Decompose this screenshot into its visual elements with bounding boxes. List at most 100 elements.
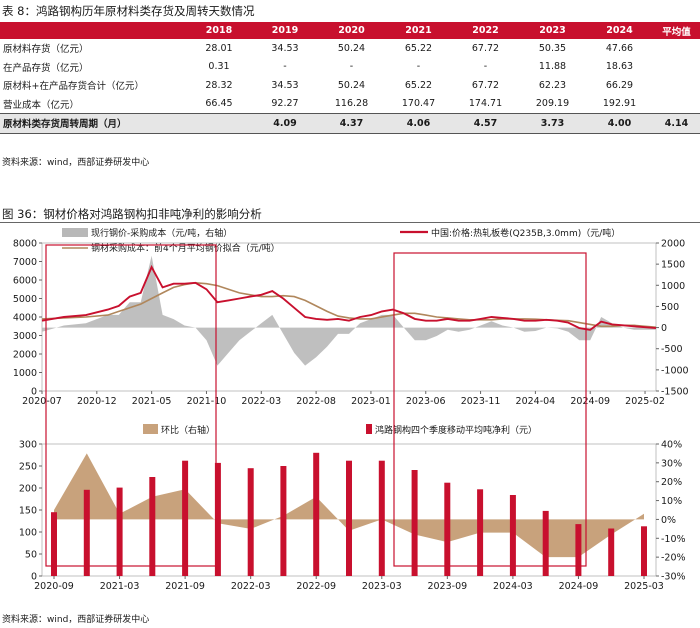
table-cell: 174.71 bbox=[468, 98, 503, 110]
table-source: 资料来源：wind，西部证券研发中心 bbox=[2, 158, 150, 168]
y-tick-label-right: -20% bbox=[661, 553, 686, 564]
y-tick-label-right: -30% bbox=[661, 572, 686, 583]
table-header-cell: 2021 bbox=[385, 22, 452, 39]
table-cell: 4.09 bbox=[252, 113, 318, 133]
row-label: 原材料类存货周转周期（月） bbox=[0, 113, 186, 133]
table-cell: 28.01 bbox=[205, 42, 233, 54]
legend-label-cost: 钢材采购成本：前4个月平均钢价拟合（元/吨） bbox=[91, 242, 280, 254]
legend-swatch-qoq bbox=[143, 424, 158, 434]
series-qoq-area bbox=[54, 453, 644, 558]
x-tick-label: 2023-09 bbox=[427, 581, 467, 592]
inventory-table: 2018 2019 2020 2021 2022 2023 2024 平均值 原… bbox=[0, 22, 700, 134]
x-tick-label: 2020-07 bbox=[22, 396, 62, 407]
y-tick-label-left: 200 bbox=[19, 484, 37, 495]
y-tick-label-left: 150 bbox=[19, 506, 37, 517]
table-cell: - bbox=[283, 61, 287, 73]
table-header-cell: 2020 bbox=[318, 22, 385, 39]
x-tick-label: 2023-01 bbox=[351, 396, 391, 407]
bar-net-profit-per-ton bbox=[313, 452, 320, 576]
y-tick-label-right: 0% bbox=[661, 515, 676, 526]
table-row: 原材料+在产品存货合计（亿元） 28.32 34.53 50.24 65.22 67.72… bbox=[0, 76, 700, 95]
table-cell: 11.88 bbox=[538, 61, 567, 73]
table-cell: 192.91 bbox=[602, 98, 637, 110]
table-cell: 0.31 bbox=[208, 61, 230, 73]
row-label: 原材料存货（亿元） bbox=[3, 44, 89, 56]
table-cell: 34.53 bbox=[271, 79, 299, 91]
y-tick-label-left: 5000 bbox=[13, 294, 37, 305]
bar-net-profit-per-ton bbox=[444, 482, 451, 576]
x-tick-label: 2025-02 bbox=[625, 396, 665, 407]
x-tick-label: 2020-09 bbox=[34, 581, 74, 592]
y-tick-label-right: 1000 bbox=[661, 281, 685, 292]
y-tick-label-right: -500 bbox=[661, 344, 683, 355]
bar-net-profit-per-ton bbox=[378, 460, 385, 576]
bar-net-profit-per-ton bbox=[477, 489, 484, 576]
x-tick-label: 2023-06 bbox=[406, 396, 446, 407]
y-tick-label-right: 2000 bbox=[661, 239, 685, 250]
x-tick-label: 2021-05 bbox=[132, 396, 172, 407]
bar-net-profit-per-ton bbox=[116, 487, 123, 576]
x-tick-label: 2024-09 bbox=[570, 396, 610, 407]
table-cell: 4.06 bbox=[385, 113, 452, 133]
y-tick-label-right: 40% bbox=[661, 440, 682, 451]
table-cell: 34.53 bbox=[271, 42, 299, 54]
table-title: 表 8：鸿路钢构历年原材料类存货及周转天数情况 bbox=[2, 4, 255, 18]
table-cell: 4.14 bbox=[653, 113, 700, 133]
legend-label-price: 中国:价格:热轧板卷(Q235B,3.0mm)（元/吨） bbox=[431, 227, 620, 239]
bar-net-profit-per-ton bbox=[247, 468, 254, 576]
x-tick-label: 2024-04 bbox=[516, 396, 556, 407]
x-tick-label: 2023-11 bbox=[461, 396, 501, 407]
row-label: 营业成本（亿元） bbox=[3, 99, 80, 111]
table-header-cell: 2018 bbox=[186, 22, 252, 39]
bar-net-profit-per-ton bbox=[214, 462, 221, 576]
bar-net-profit-per-ton bbox=[83, 489, 90, 576]
x-tick-label: 2021-10 bbox=[187, 396, 227, 407]
y-tick-label-right: -1000 bbox=[661, 365, 689, 376]
bar-net-profit-per-ton bbox=[411, 470, 418, 576]
table-cell: 47.66 bbox=[605, 42, 634, 54]
x-tick-label: 2021-03 bbox=[100, 581, 140, 592]
table-row: 营业成本（亿元） 66.45 92.27 116.28 170.47 174.71 209.… bbox=[0, 95, 700, 114]
y-tick-label-left: 300 bbox=[19, 440, 37, 451]
bar-net-profit-per-ton bbox=[641, 526, 647, 576]
table-cell: 4.57 bbox=[452, 113, 519, 133]
figure-top-rule bbox=[0, 222, 700, 223]
y-tick-label-left: 4000 bbox=[13, 313, 37, 324]
table-header-cell: 平均值 bbox=[653, 22, 700, 39]
figure-title: 图 36：钢材价格对鸿路钢构扣非吨净利的影响分析 bbox=[2, 207, 262, 221]
series-hot-rolled-price-line bbox=[41, 264, 657, 331]
highlight-box-right bbox=[393, 252, 587, 567]
table-row: 原材料存货（亿元） 28.01 34.53 50.24 65.22 67.72 50.35 4… bbox=[0, 39, 700, 58]
y-tick-label-left: 3000 bbox=[13, 331, 37, 342]
x-tick-label: 2022-03 bbox=[231, 581, 271, 592]
table-header-cell: 2022 bbox=[452, 22, 519, 39]
table-cell bbox=[186, 113, 252, 133]
table-header-cell: 2023 bbox=[519, 22, 586, 39]
table-cell: 62.23 bbox=[538, 79, 567, 91]
y-tick-label-right: -1500 bbox=[661, 387, 689, 398]
table-header-cell: 2019 bbox=[252, 22, 318, 39]
y-tick-label-right: -10% bbox=[661, 534, 686, 545]
table-cell: 116.28 bbox=[334, 98, 369, 110]
table-cell: 3.73 bbox=[519, 113, 586, 133]
y-tick-label-left: 1000 bbox=[13, 368, 37, 379]
table-cell: 28.32 bbox=[205, 79, 233, 91]
highlight-box-left bbox=[45, 244, 217, 567]
legend-swatch-diff bbox=[62, 228, 88, 237]
table-cell: 18.63 bbox=[605, 61, 634, 73]
y-tick-label-left: 7000 bbox=[13, 257, 37, 268]
y-tick-label-left: 0 bbox=[31, 572, 37, 583]
table-cell: 92.27 bbox=[271, 98, 299, 110]
series-price-minus-cost-area bbox=[42, 255, 656, 366]
table-cell: 50.35 bbox=[538, 42, 567, 54]
table-cell: - bbox=[416, 61, 421, 73]
bar-net-profit-per-ton bbox=[509, 495, 516, 576]
x-tick-label: 2024-09 bbox=[559, 581, 599, 592]
y-tick-label-left: 6000 bbox=[13, 276, 37, 287]
y-tick-label-left: 2000 bbox=[13, 350, 37, 361]
figure-source: 资料来源：wind，西部证券研发中心 bbox=[2, 615, 150, 625]
x-tick-label: 2021-09 bbox=[165, 581, 205, 592]
y-tick-label-left: 50 bbox=[25, 550, 37, 561]
table-cell: 4.37 bbox=[318, 113, 385, 133]
x-tick-label: 2022-09 bbox=[296, 581, 336, 592]
